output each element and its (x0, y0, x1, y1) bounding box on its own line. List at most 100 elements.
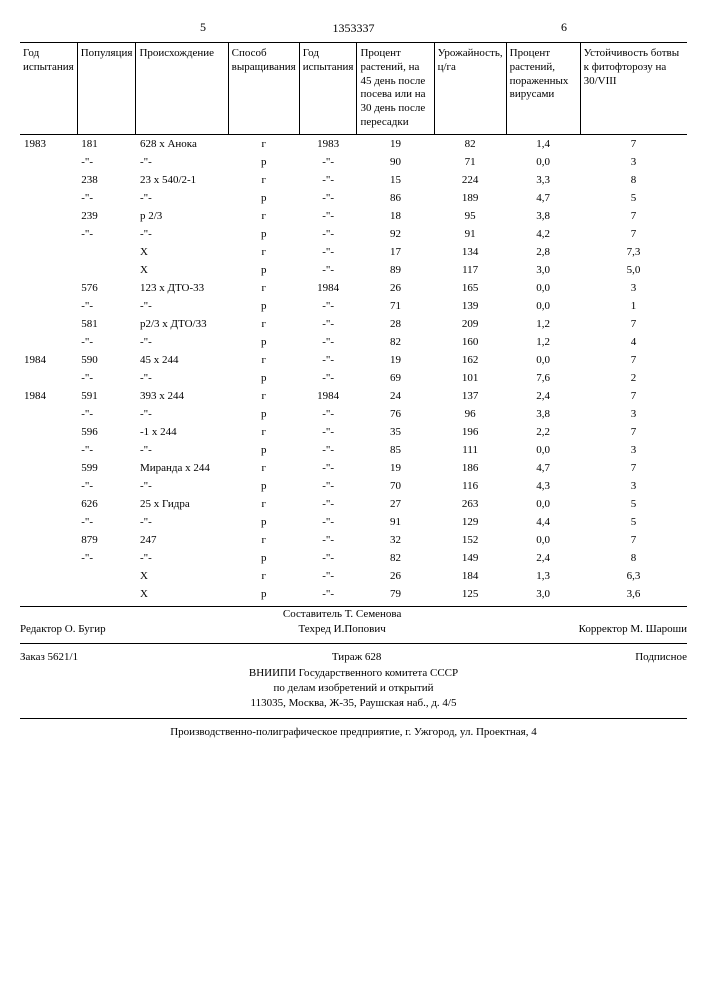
table-cell: 117 (434, 261, 506, 279)
table-cell: 591 (77, 387, 136, 405)
table-cell: 0,0 (506, 531, 580, 549)
table-cell: р (228, 477, 299, 495)
table-cell: -"- (136, 549, 228, 567)
table-cell (77, 585, 136, 607)
table-cell: 45 х 244 (136, 351, 228, 369)
table-cell (20, 315, 77, 333)
table-cell: -"- (136, 333, 228, 351)
table-cell: 628 х Анока (136, 134, 228, 153)
column-header: Процент растений, пораженных вирусами (506, 43, 580, 135)
table-cell: 19 (357, 459, 434, 477)
table-cell: 1,4 (506, 134, 580, 153)
table-cell: -"- (136, 297, 228, 315)
table-cell: 152 (434, 531, 506, 549)
table-cell: г (228, 495, 299, 513)
table-cell: 82 (357, 333, 434, 351)
table-cell: г (228, 243, 299, 261)
table-cell (20, 153, 77, 171)
table-cell: 8 (580, 171, 687, 189)
table-cell: 2,4 (506, 549, 580, 567)
table-cell: 116 (434, 477, 506, 495)
table-cell: -"- (77, 441, 136, 459)
table-cell: -"- (299, 549, 357, 567)
table-cell: 247 (136, 531, 228, 549)
table-cell: 1,3 (506, 567, 580, 585)
table-cell (20, 495, 77, 513)
table-cell: 7 (580, 423, 687, 441)
table-cell: р (228, 513, 299, 531)
table-cell (20, 477, 77, 495)
table-cell: 165 (434, 279, 506, 297)
table-cell: р (228, 153, 299, 171)
table-cell: 23 х 540/2-1 (136, 171, 228, 189)
table-cell: 7,3 (580, 243, 687, 261)
table-cell: 1984 (20, 351, 77, 369)
table-cell: -"- (299, 243, 357, 261)
table-cell: г (228, 387, 299, 405)
table-cell: 3,0 (506, 585, 580, 607)
table-cell: г (228, 134, 299, 153)
table-cell: X (136, 567, 228, 585)
table-cell: р (228, 297, 299, 315)
column-header: Популяция (77, 43, 136, 135)
table-cell (20, 405, 77, 423)
table-cell: -"- (299, 261, 357, 279)
table-cell: 7 (580, 207, 687, 225)
table-cell: 85 (357, 441, 434, 459)
table-cell (20, 279, 77, 297)
table-cell: 19 (357, 351, 434, 369)
column-header: Год испытания (299, 43, 357, 135)
table-cell: р (228, 225, 299, 243)
table-cell: -"- (136, 405, 228, 423)
org-line-1: ВНИИПИ Государственного комитета СССР (20, 666, 687, 681)
table-cell (20, 459, 77, 477)
address-1: 113035, Москва, Ж-35, Раушская наб., д. … (20, 696, 687, 711)
table-cell: 2,2 (506, 423, 580, 441)
table-cell: 82 (434, 134, 506, 153)
table-cell: 15 (357, 171, 434, 189)
table-cell: 160 (434, 333, 506, 351)
table-cell: -"- (136, 477, 228, 495)
table-cell: 70 (357, 477, 434, 495)
table-cell (20, 441, 77, 459)
table-cell: 32 (357, 531, 434, 549)
table-cell: 8 (580, 549, 687, 567)
table-cell: -"- (299, 477, 357, 495)
table-cell: 393 х 244 (136, 387, 228, 405)
table-cell: 2,8 (506, 243, 580, 261)
table-cell: 581 (77, 315, 136, 333)
table-cell: 224 (434, 171, 506, 189)
table-cell: -"- (136, 513, 228, 531)
table-cell: -"- (136, 369, 228, 387)
table-cell: 25 х Гидра (136, 495, 228, 513)
table-cell (20, 531, 77, 549)
table-cell (20, 261, 77, 279)
table-cell: 26 (357, 567, 434, 585)
table-cell: -"- (136, 441, 228, 459)
table-cell (20, 333, 77, 351)
table-cell: -"- (77, 369, 136, 387)
table-cell (20, 243, 77, 261)
table-cell (20, 567, 77, 585)
table-cell: р (228, 261, 299, 279)
table-cell: 89 (357, 261, 434, 279)
table-cell: -"- (299, 153, 357, 171)
table-cell: -"- (299, 207, 357, 225)
table-cell: 79 (357, 585, 434, 607)
compiler: Составитель Т. Семенова (283, 608, 401, 620)
table-cell: -"- (136, 189, 228, 207)
table-cell: р (228, 189, 299, 207)
table-cell: 26 (357, 279, 434, 297)
table-cell: 7 (580, 387, 687, 405)
table-cell: 1,2 (506, 315, 580, 333)
table-cell: 4,2 (506, 225, 580, 243)
table-cell (77, 261, 136, 279)
table-cell: -"- (77, 549, 136, 567)
table-cell: г (228, 423, 299, 441)
column-header: Урожайность, ц/га (434, 43, 506, 135)
table-cell: 4,4 (506, 513, 580, 531)
table-cell: 7 (580, 351, 687, 369)
table-cell: 3,8 (506, 207, 580, 225)
table-cell (20, 171, 77, 189)
table-cell: 626 (77, 495, 136, 513)
